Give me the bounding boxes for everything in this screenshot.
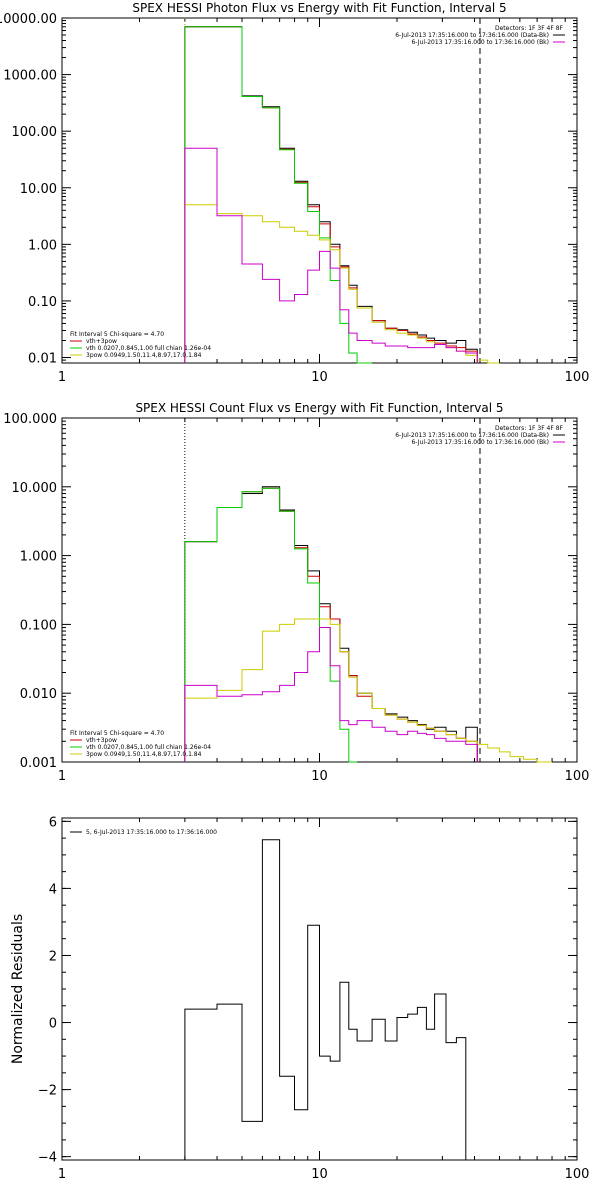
fit-legend-label: 3pow 0.0949,1.50,11.4,8.97,17.0,1.84 [86,751,202,758]
y-tick-label: 4 [49,882,57,897]
y-tick-label: 0.010 [20,687,57,702]
legend-entry-label: 5, 6-Jul-2013 17:35:16.000 to 17:36:16.0… [86,829,217,836]
x-tick-label: 10 [311,1167,328,1182]
y-tick-label: 10000.00 [0,12,57,27]
y-tick-label: 10.000 [12,481,58,496]
legend-entry-label: 6-Jul-2013 17:35:16.000 to 17:36:16.000 … [411,39,549,46]
y-tick-label: 100.000 [3,412,57,427]
y-tick-label: 2 [49,949,57,964]
y-tick-label: 0.10 [28,295,57,310]
x-tick-label: 1 [58,769,66,784]
fit-legend-label: vth 0.0207,0.845,1.00 full chian 1.26e-0… [86,345,211,352]
fit-legend-label: vth+3pow [86,737,117,744]
chart-1: SPEX HESSI Photon Flux vs Energy with Fi… [0,1,589,385]
legend-header: Detectors: 1F 3F 4F 8F [495,25,564,32]
legend-entry-label: 6-Jul-2013 17:35:16.000 to 17:36:16.000 … [395,432,549,439]
series-5-6-jul-2013-17-35-16-000-to-17-36-16-000-line [184,839,478,1161]
fit-legend-label: 3pow 0.0949,1.50,11.4,8.97,17.0,1.84 [86,352,202,359]
fit-legend-label: vth 0.0207,0.845,1.00 full chian 1.26e-0… [86,744,211,751]
y-tick-label: −2 [38,1084,57,1099]
fit-legend-label: vth+3pow [86,338,117,345]
y-tick-label: 10.00 [20,182,57,197]
y-tick-label: 0.01 [28,352,57,367]
y-tick-label: 1.000 [20,550,57,565]
y-tick-label: 100.00 [12,125,58,140]
x-tick-label: 1 [58,1167,66,1182]
legend-entry-label: 6-Jul-2013 17:35:16.000 to 17:36:16.000 … [395,32,549,39]
series-3pow-line [184,618,552,763]
y-axis-label: Normalized Residuals [10,914,26,1064]
y-tick-label: −4 [38,1151,57,1166]
x-tick-label: 100 [565,1167,590,1182]
x-tick-label: 100 [565,370,590,385]
x-tick-label: 1 [58,370,66,385]
x-tick-label: 10 [311,370,328,385]
series-bk-line [184,627,478,762]
fit-legend-header: Fit Interval 5 Chi-square = 4.70 [70,730,164,737]
y-tick-label: 0 [49,1017,57,1032]
x-tick-label: 10 [311,769,328,784]
chart-2: SPEX HESSI Count Flux vs Energy with Fit… [3,401,589,784]
chart-title: SPEX HESSI Photon Flux vs Energy with Fi… [132,1,506,15]
y-tick-label: 1000.00 [3,69,57,84]
x-tick-label: 100 [565,769,590,784]
series-bk-line [184,147,478,363]
chart-title: SPEX HESSI Count Flux vs Energy with Fit… [135,401,503,415]
legend-entry-label: 6-Jul-2013 17:35:16.000 to 17:36:16.000 … [411,439,549,446]
y-tick-label: 6 [49,815,57,830]
y-tick-label: 0.100 [20,618,57,633]
y-tick-label: 0.001 [20,756,57,771]
legend-header: Detectors: 1F 3F 4F 8F [495,425,564,432]
y-tick-label: 1.00 [28,238,57,253]
chart-3: 1 10 100 −4 −2 0 2 4 6 Normalized Residuals 5, 6-J… [10,815,589,1182]
fit-legend-header: Fit Interval 5 Chi-square = 4.70 [70,331,164,338]
